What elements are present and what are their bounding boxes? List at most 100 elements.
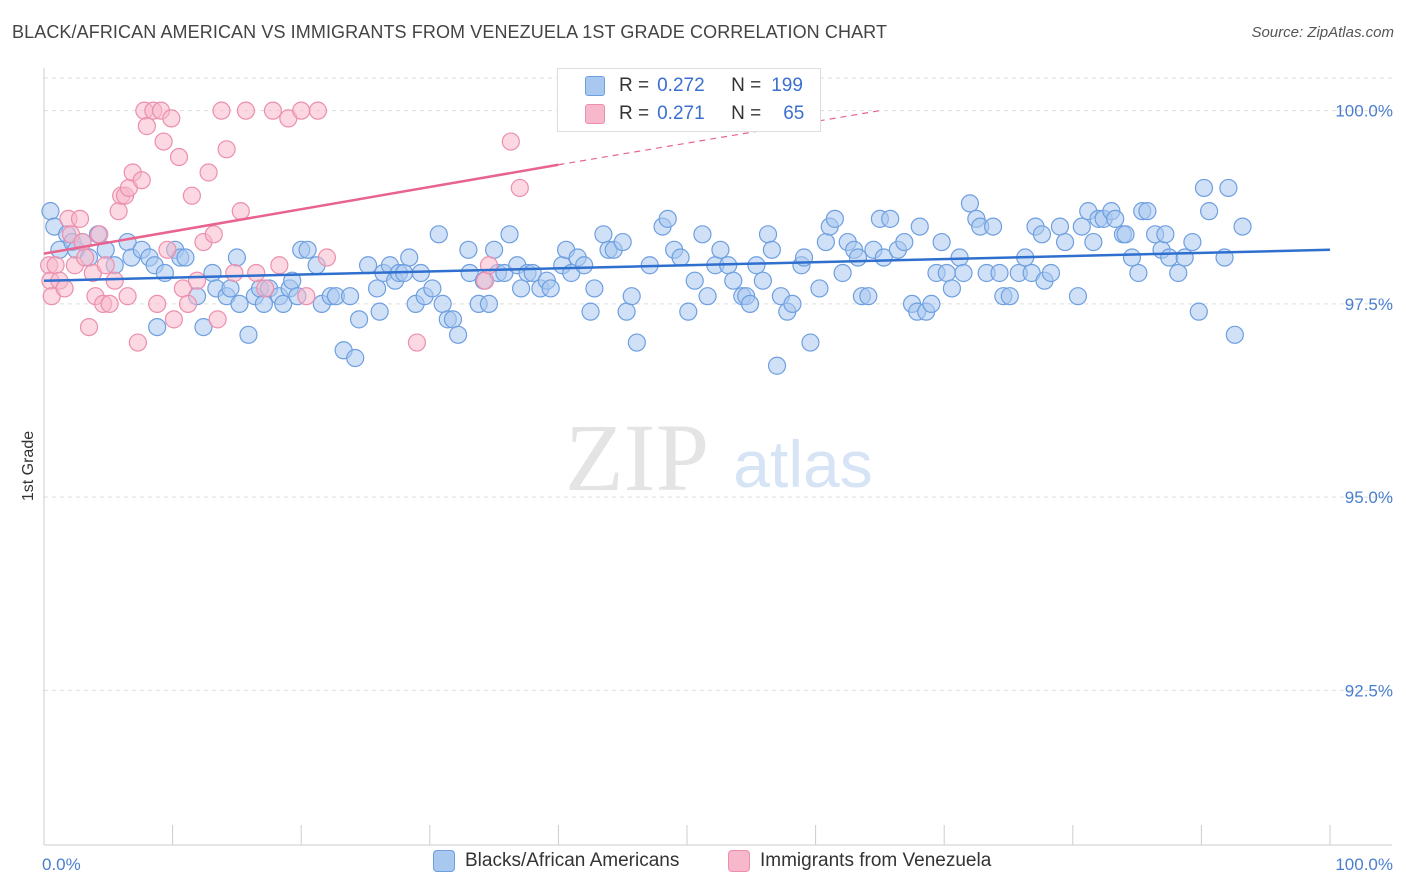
data-points xyxy=(40,101,1252,375)
point-blacks xyxy=(1233,217,1252,236)
point-blacks xyxy=(423,279,442,298)
point-blacks xyxy=(990,263,1009,283)
point-venezuela xyxy=(407,333,427,352)
point-venezuela xyxy=(162,109,181,128)
point-blacks xyxy=(581,302,600,321)
point-blacks xyxy=(1189,302,1208,321)
point-blacks xyxy=(585,279,604,298)
point-venezuela xyxy=(76,248,95,267)
point-blacks xyxy=(942,279,962,298)
legend-r-value: 0.271 xyxy=(657,103,705,124)
point-blacks xyxy=(1219,178,1238,198)
point-blacks xyxy=(859,287,878,306)
point-blacks xyxy=(783,294,802,313)
point-blacks xyxy=(711,240,730,259)
trend-line-venezuela xyxy=(43,163,559,255)
point-blacks xyxy=(1050,217,1070,236)
point-venezuela xyxy=(510,178,529,198)
point-blacks xyxy=(429,225,448,244)
point-blacks xyxy=(1175,248,1194,267)
point-venezuela xyxy=(118,287,137,306)
point-blacks xyxy=(254,294,274,313)
point-blacks xyxy=(274,294,293,313)
y-axis-label: 1st Grade xyxy=(20,431,37,501)
source-label: Source: ZipAtlas.com xyxy=(1251,24,1394,41)
point-blacks xyxy=(203,263,222,283)
point-blacks xyxy=(1041,263,1061,283)
point-blacks xyxy=(541,279,560,298)
point-blacks xyxy=(816,232,835,252)
point-blacks xyxy=(194,317,213,337)
point-blacks xyxy=(1116,225,1135,244)
watermark-atlas: atlas xyxy=(733,427,872,501)
point-blacks xyxy=(685,271,704,290)
point-venezuela xyxy=(225,263,244,283)
point-blacks xyxy=(758,225,778,244)
bottom-legend-swatch-blue xyxy=(433,850,455,872)
point-blacks xyxy=(367,279,387,298)
point-venezuela xyxy=(204,225,223,244)
point-blacks xyxy=(1068,287,1088,306)
point-blacks xyxy=(349,310,369,329)
bottom-legend-venezuela: Immigrants from Venezuela xyxy=(728,850,991,872)
point-blacks xyxy=(740,294,760,313)
point-blacks xyxy=(679,302,698,321)
trend-line-blacks xyxy=(43,248,1331,282)
point-blacks xyxy=(370,302,389,321)
point-blacks xyxy=(459,240,478,259)
point-venezuela xyxy=(55,279,74,298)
point-blacks xyxy=(881,209,900,228)
legend-n-label: N = xyxy=(731,103,762,124)
point-blacks xyxy=(594,225,613,244)
axes xyxy=(43,68,1392,846)
point-venezuela xyxy=(256,279,275,298)
watermark-zip: ZIP xyxy=(565,404,709,511)
point-blacks xyxy=(1169,263,1188,283)
point-blacks xyxy=(1129,263,1148,283)
point-venezuela xyxy=(105,271,124,290)
y-tick-label: 95.0% xyxy=(1345,488,1393,507)
point-blacks xyxy=(960,194,980,213)
point-venezuela xyxy=(208,310,227,329)
point-venezuela xyxy=(270,256,289,275)
point-venezuela xyxy=(70,209,90,228)
point-blacks xyxy=(460,263,479,283)
point-blacks xyxy=(767,356,787,375)
point-blacks xyxy=(230,294,249,313)
point-venezuela xyxy=(148,294,167,313)
point-venezuela xyxy=(137,117,156,136)
legend-row-blacks: R = 0.272 N = 199 xyxy=(558,72,803,100)
point-blacks xyxy=(1122,248,1142,267)
bottom-legend-label: Immigrants from Venezuela xyxy=(760,850,992,871)
point-blacks xyxy=(671,248,690,267)
point-blacks xyxy=(753,271,772,290)
legend-r-value: 0.272 xyxy=(657,75,705,96)
x-tick-label: 0.0% xyxy=(42,855,81,874)
point-blacks xyxy=(340,287,360,306)
point-blacks xyxy=(448,325,468,344)
y-tick-label: 97.5% xyxy=(1345,295,1393,314)
point-blacks xyxy=(1106,209,1125,228)
point-venezuela xyxy=(308,101,328,120)
point-venezuela xyxy=(128,333,147,352)
x-tick-label: 100.0% xyxy=(1335,855,1393,874)
point-blacks xyxy=(443,310,463,329)
point-venezuela xyxy=(501,132,520,151)
point-blacks xyxy=(1225,325,1244,344)
point-venezuela xyxy=(231,202,250,221)
point-blacks xyxy=(358,256,378,275)
point-blacks xyxy=(801,333,820,352)
point-venezuela xyxy=(96,256,115,275)
point-venezuela xyxy=(263,101,283,120)
point-blacks xyxy=(1032,225,1052,244)
legend-n-value: 65 xyxy=(783,103,805,124)
bottom-legend-blacks: Blacks/African Americans xyxy=(433,850,679,872)
point-venezuela xyxy=(154,132,173,151)
legend-r-label: R = xyxy=(619,75,650,96)
point-blacks xyxy=(937,263,956,283)
point-blacks xyxy=(298,240,317,259)
point-blacks xyxy=(922,294,941,313)
legend-r-label: R = xyxy=(619,103,650,124)
tick-labels: 92.5% 95.0% 97.5% 100.0% 0.0% 100.0% xyxy=(42,102,1393,874)
point-venezuela xyxy=(158,240,177,259)
